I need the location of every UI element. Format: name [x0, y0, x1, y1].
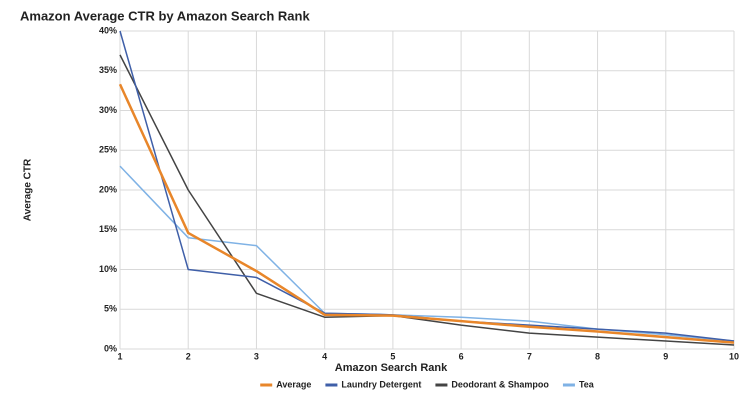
x-tick-label: 10	[729, 351, 739, 361]
x-tick-label: 7	[527, 351, 532, 361]
series-line	[119, 30, 735, 342]
y-tick-label: 0%	[104, 343, 117, 353]
x-tick-label: 9	[663, 351, 668, 361]
chart-title: Amazon Average CTR by Amazon Search Rank	[20, 8, 310, 23]
x-tick-label: 1	[117, 351, 122, 361]
series-line	[118, 83, 735, 344]
legend: Average Laundry Detergent Deodorant & Sham…	[260, 379, 595, 389]
x-tick-label: 6	[459, 351, 464, 361]
legend-label: Tea	[579, 379, 595, 389]
legend-label: Average	[276, 379, 311, 389]
series-line	[119, 54, 735, 346]
x-tick-label: 3	[254, 351, 259, 361]
y-tick-label: 10%	[99, 264, 117, 274]
y-axis-label: Average CTR	[23, 158, 34, 221]
y-tick-label: 35%	[99, 65, 117, 75]
series-line	[119, 165, 735, 342]
x-tick-label: 8	[595, 351, 600, 361]
y-tick-label: 15%	[99, 224, 117, 234]
x-tick-label: 5	[390, 351, 395, 361]
x-axis-label: Amazon Search Rank	[335, 362, 448, 374]
x-tick-label: 4	[322, 351, 327, 361]
y-tick-label: 30%	[99, 105, 117, 115]
y-tick-label: 5%	[104, 304, 117, 314]
x-tick-label: 2	[186, 351, 191, 361]
legend-label: Deodorant & Shampoo	[451, 379, 549, 389]
y-tick-label: 40%	[99, 25, 117, 35]
y-tick-label: 25%	[99, 145, 117, 155]
legend-label: Laundry Detergent	[341, 379, 421, 389]
y-tick-label: 20%	[99, 184, 117, 194]
